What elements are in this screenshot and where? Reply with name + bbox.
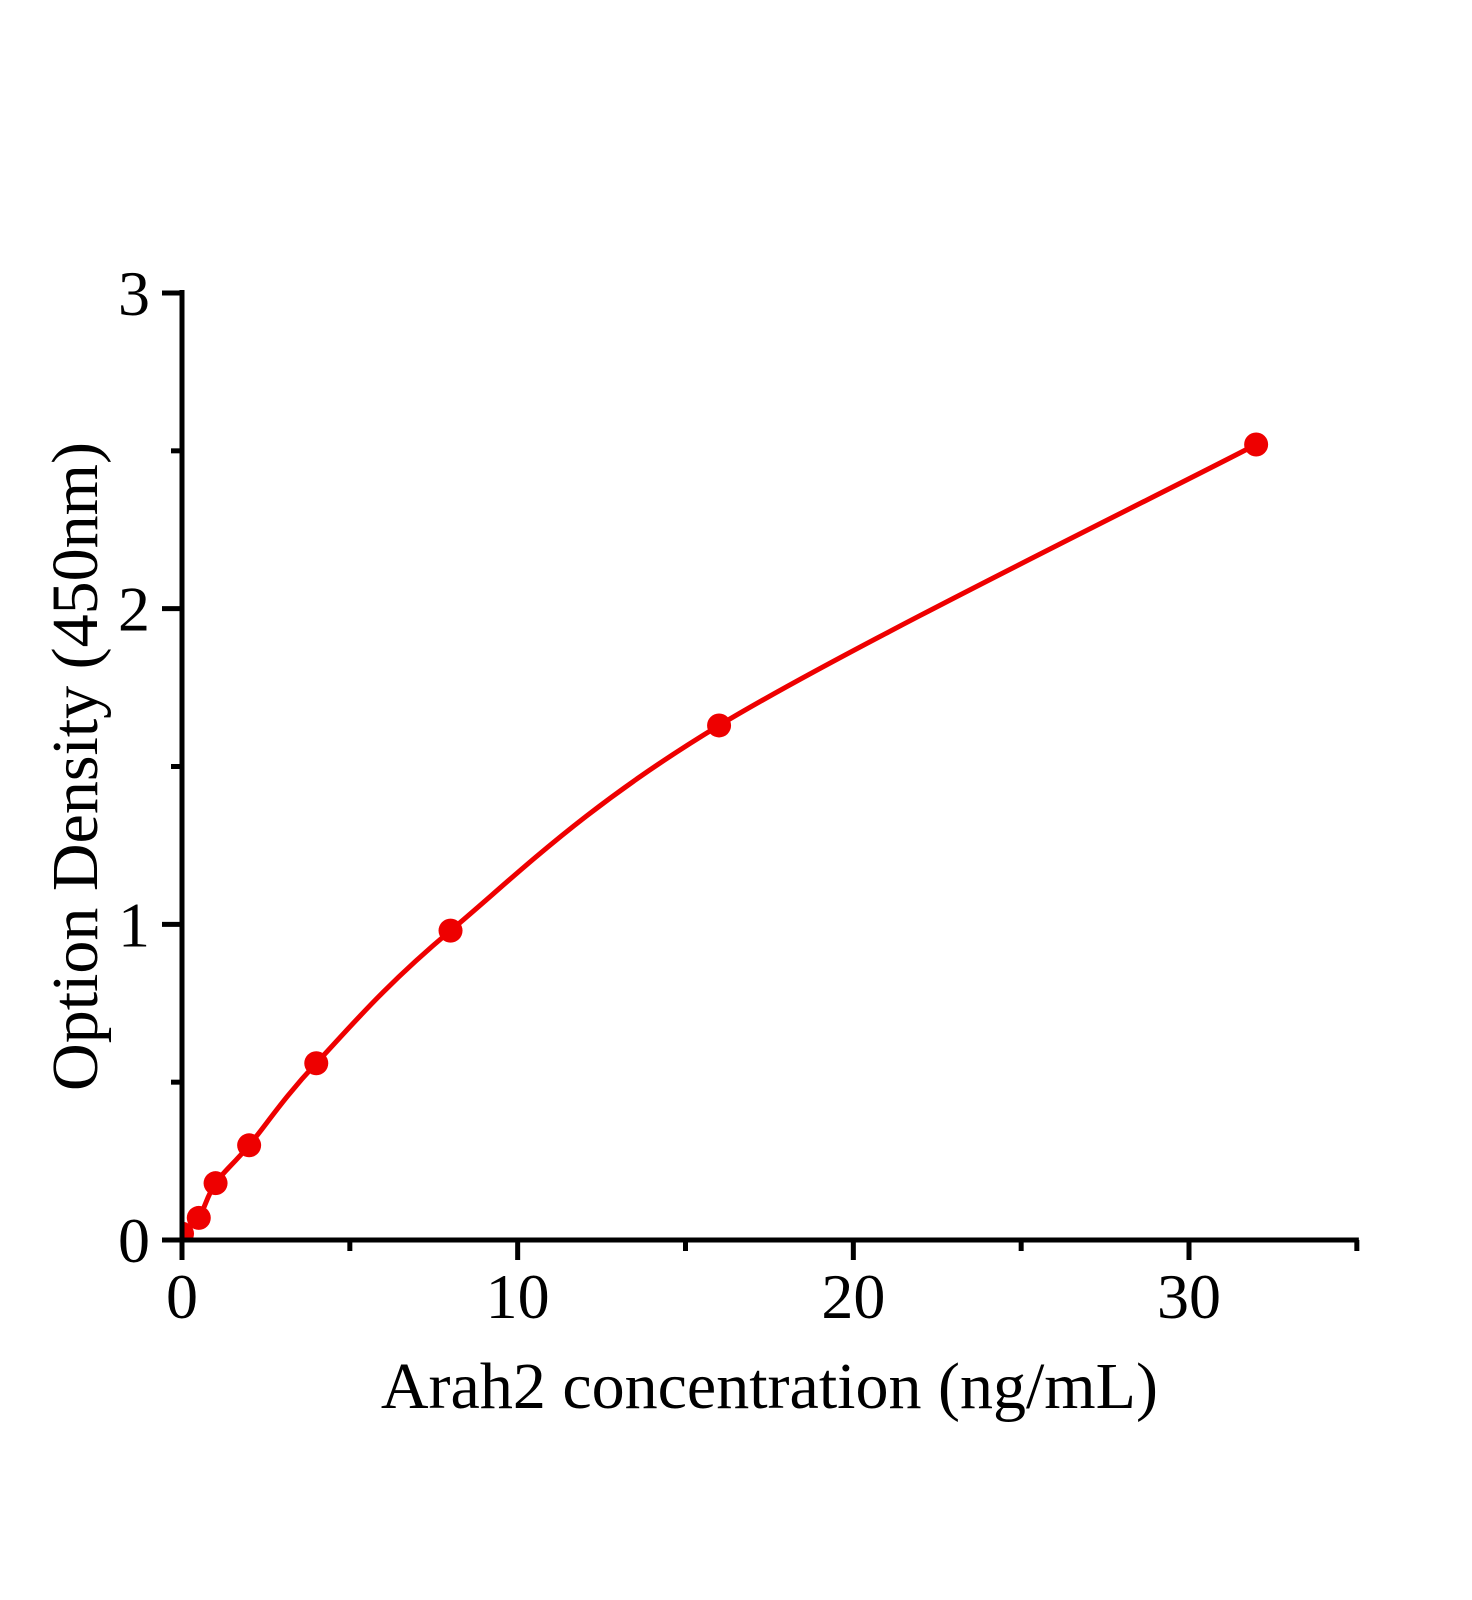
- data-point-marker: [203, 1171, 228, 1196]
- y-tick-label: 3: [118, 258, 150, 329]
- data-point-marker: [1244, 432, 1269, 457]
- y-tick-label: 2: [118, 574, 150, 645]
- x-axis-title: Arah2 concentration (ng/mL): [381, 1350, 1158, 1423]
- data-point-marker: [237, 1133, 262, 1158]
- data-point-marker: [184, 1221, 194, 1238]
- y-tick-label: 1: [118, 889, 150, 960]
- data-point-marker: [707, 713, 732, 738]
- data-point-marker: [304, 1051, 329, 1076]
- y-axis-title: Option Density (450nm): [39, 442, 112, 1091]
- data-point-marker: [186, 1205, 211, 1230]
- standard-curve-line: [184, 442, 1258, 1235]
- data-point-marker: [438, 918, 463, 943]
- x-tick-label: 0: [166, 1261, 198, 1332]
- x-tick-label: 30: [1157, 1261, 1221, 1332]
- x-tick-label: 20: [821, 1261, 885, 1332]
- y-tick-label: 0: [118, 1205, 150, 1276]
- x-tick-label: 10: [486, 1261, 550, 1332]
